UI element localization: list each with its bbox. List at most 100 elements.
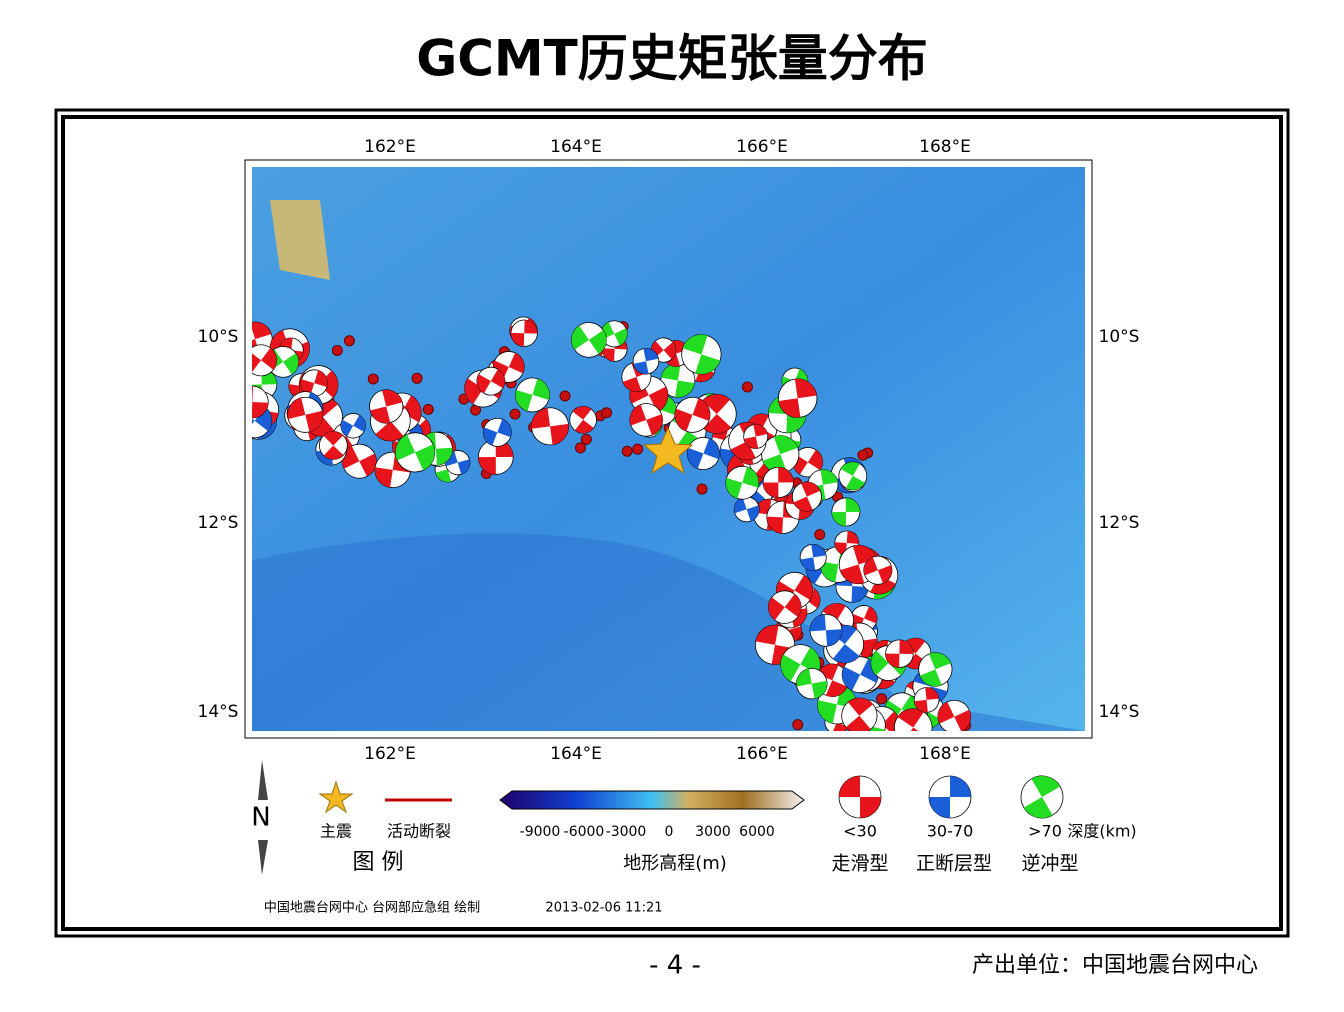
lat-label: 14°S [198, 702, 239, 722]
ball-quad [793, 449, 823, 475]
beachball [252, 344, 277, 377]
inner-frame [61, 115, 1283, 931]
ball-quad [780, 647, 821, 682]
lat-label: 12°S [1099, 513, 1140, 533]
source: 产出单位：中国地震台网中心 [972, 953, 1258, 978]
ball-quad [572, 406, 594, 434]
beachball [838, 461, 868, 491]
ball-quad [885, 639, 914, 668]
lat-label: 10°S [1099, 327, 1140, 347]
ball-quad [478, 439, 514, 475]
event-dot [411, 372, 423, 384]
lon-label: 168°E [919, 137, 971, 157]
beachball [918, 652, 953, 687]
ball-quad [651, 340, 676, 360]
beachball [287, 396, 324, 433]
beachball [831, 497, 861, 527]
event-dot [601, 407, 613, 419]
legend-mainshock: 主震 [320, 822, 352, 841]
ball-quad [483, 419, 512, 446]
beachball [252, 385, 269, 419]
beachball [571, 322, 607, 358]
beachball [341, 443, 377, 479]
beachball [445, 450, 471, 476]
beachball [476, 366, 506, 396]
ball-quad [687, 438, 720, 469]
beachball [629, 403, 663, 437]
mechanism-label: 逆冲型 [1021, 853, 1078, 875]
ball-quad [863, 557, 892, 584]
beachball [510, 319, 538, 347]
ball-quad [834, 531, 859, 555]
mechanism-label: 走滑型 [831, 853, 888, 875]
beachball [791, 481, 822, 512]
beachball [761, 435, 800, 474]
ball-quad [252, 386, 269, 418]
beachball [937, 699, 972, 731]
map-ticks: 162°E 162°E 164°E 164°E 166°E 166°E 168°E 168°E… [198, 137, 1140, 764]
beachball [913, 687, 940, 713]
lon-label: 162°E [364, 137, 416, 157]
legend-balls [838, 775, 1064, 819]
ball-quad [768, 395, 807, 433]
event-dot [229, 383, 239, 393]
ball-quad [702, 394, 732, 434]
ball-quad [674, 398, 710, 432]
ball-quad [800, 544, 827, 571]
beachball [777, 378, 818, 418]
ball-quad [531, 407, 569, 445]
ball-quad [682, 334, 721, 375]
outer-frame [54, 108, 1290, 938]
ball-quad [476, 369, 505, 394]
ball-quad [763, 467, 794, 498]
ball-quad [919, 652, 951, 687]
colorbar-label: 6000 [739, 824, 775, 840]
lon-label: 168°E [919, 744, 971, 764]
colorbar [499, 790, 805, 810]
beachball [725, 465, 760, 500]
ball-quad [734, 497, 760, 522]
beachball [733, 496, 760, 523]
beachball [841, 656, 879, 694]
legend-fault-label: 活动断裂 [387, 822, 451, 841]
ball-quad [252, 322, 272, 357]
event-dot [814, 529, 826, 541]
beachball [885, 639, 914, 669]
depth-label: >70 [1028, 822, 1062, 841]
event-dot [792, 719, 804, 731]
colorbar-label: -9000 [520, 824, 561, 840]
depth-label: <30 [843, 822, 877, 841]
lon-label: 162°E [364, 744, 416, 764]
event-dot [422, 403, 434, 415]
ball-quad [796, 668, 828, 699]
colorbar-label: -3000 [606, 824, 647, 840]
page-number: - 4 - [649, 951, 701, 981]
depth-label: 30-70 [927, 822, 974, 841]
beachball [799, 543, 827, 571]
ball-quad [633, 348, 659, 375]
event-dot [857, 449, 869, 461]
beachball [369, 389, 404, 424]
ball-quad [793, 482, 821, 512]
event-dot [343, 335, 355, 347]
ball-quad [743, 424, 768, 449]
ball-quad [515, 378, 550, 412]
colorbar-label: 0 [665, 824, 674, 840]
lon-label: 164°E [550, 137, 602, 157]
ball-quad [817, 685, 857, 724]
ball-quad [370, 389, 403, 424]
ball-quad [300, 370, 328, 396]
ball-quad [252, 347, 277, 373]
beachball [841, 697, 878, 731]
ball-quad [725, 467, 759, 499]
beachball [809, 613, 843, 647]
beachball [1020, 775, 1064, 819]
event-dot [331, 344, 343, 356]
island [270, 200, 330, 280]
beachball [838, 775, 882, 819]
beachball [482, 417, 512, 447]
ball-quad [192, 406, 237, 451]
ball-quad [778, 378, 817, 418]
ball-quad [211, 398, 241, 428]
